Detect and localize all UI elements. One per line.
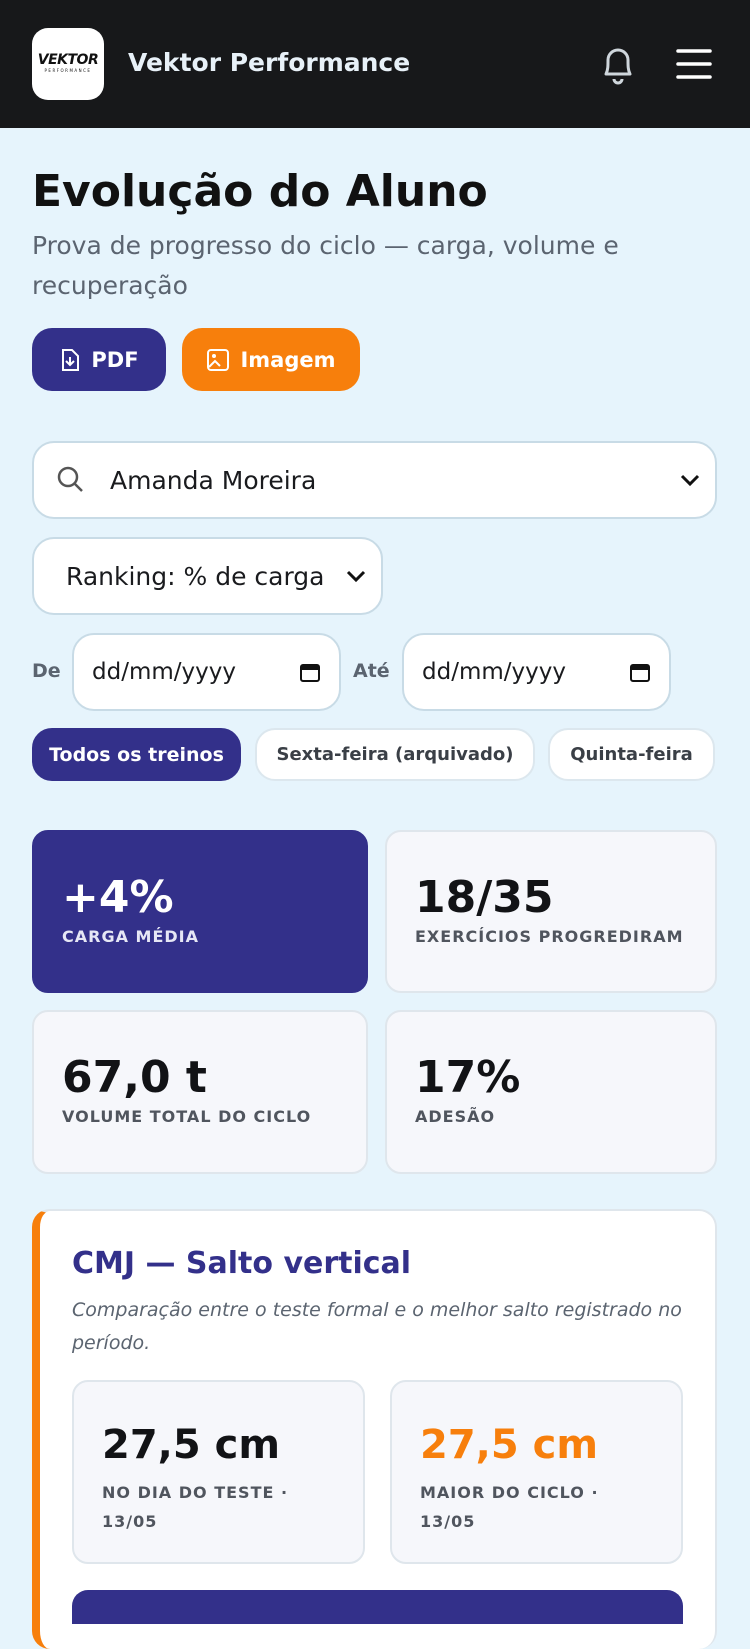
stat-label: EXERCÍCIOS PROGREDIRAM [415, 927, 684, 946]
calendar-icon [300, 664, 320, 682]
cmj-bar [72, 1590, 683, 1624]
tab[interactable]: Sexta-feira (arquivado) [255, 728, 535, 781]
ranking-label: Ranking: % de carga [66, 561, 325, 591]
brand: Vektor Performance [128, 48, 411, 77]
logo-subtext: PERFORMANCE [44, 68, 92, 73]
student-name: Amanda Moreira [110, 465, 317, 495]
logo-text: VEKTOR [37, 52, 99, 68]
pdf-button[interactable]: PDF [32, 328, 166, 391]
menu-icon[interactable] [676, 48, 712, 80]
to-date[interactable]: dd/mm/yyyy [402, 633, 671, 711]
stat-card: 67,0 t VOLUME TOTAL DO CICLO [32, 1010, 368, 1174]
from-date[interactable]: dd/mm/yyyy [72, 633, 341, 711]
stat-card: +4% CARGA MÉDIA [32, 830, 368, 993]
calendar-icon [630, 664, 650, 682]
stat-card: 17% ADESÃO [385, 1010, 717, 1174]
ranking-select[interactable]: Ranking: % de carga [32, 537, 383, 615]
page-subtitle: Prova de progresso do ciclo — carga, vol… [32, 231, 619, 300]
logo[interactable]: VEKTOR PERFORMANCE [32, 28, 104, 100]
page-title: Evolução do Aluno [32, 166, 488, 217]
stat-value: 18/35 [415, 872, 554, 923]
chevron [680, 474, 700, 487]
cmj-label: MAIOR DO CICLO · 13/05 [420, 1483, 599, 1531]
header: VEKTOR PERFORMANCE Vektor Performance [0, 0, 750, 128]
cmj-title: CMJ — Salto vertical [72, 1246, 412, 1281]
bell-icon[interactable] [598, 42, 638, 86]
tab[interactable]: Todos os treinos [32, 728, 241, 781]
from-label: De [32, 660, 61, 682]
stat-label: VOLUME TOTAL DO CICLO [62, 1107, 312, 1126]
cmj-value: 27,5 cm [420, 1422, 599, 1468]
stat-value: 67,0 t [62, 1052, 207, 1103]
stat-card: 18/35 EXERCÍCIOS PROGREDIRAM [385, 830, 717, 993]
download-icon [62, 348, 80, 371]
image-button[interactable]: Imagem [182, 328, 360, 391]
cmj-box: 27,5 cm NO DIA DO TESTE · 13/05 [72, 1380, 365, 1564]
to-label: Até [353, 660, 390, 682]
stat-label: CARGA MÉDIA [62, 927, 199, 946]
date-placeholder: dd/mm/yyyy [92, 659, 236, 685]
chevron [346, 570, 366, 583]
cmj-description: Comparação entre o teste formal e o melh… [72, 1299, 682, 1354]
stat-value: +4% [62, 872, 174, 923]
search-icon [57, 466, 83, 492]
image-icon [207, 348, 230, 371]
tab[interactable]: Quinta-feira [548, 728, 715, 781]
cmj-value: 27,5 cm [102, 1422, 281, 1468]
stat-label: ADESÃO [415, 1107, 496, 1126]
cmj-box: 27,5 cm MAIOR DO CICLO · 13/05 [390, 1380, 683, 1564]
button-label: PDF [91, 347, 139, 372]
stat-value: 17% [415, 1052, 521, 1103]
student-select[interactable]: Amanda Moreira [32, 441, 717, 519]
date-placeholder: dd/mm/yyyy [422, 659, 566, 685]
cmj-label: NO DIA DO TESTE · 13/05 [102, 1483, 289, 1531]
button-label: Imagem [240, 347, 336, 372]
